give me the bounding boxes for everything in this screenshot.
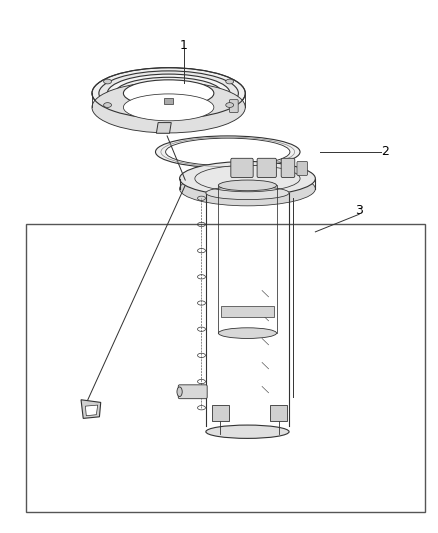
Polygon shape — [85, 405, 98, 416]
FancyBboxPatch shape — [281, 158, 295, 177]
Ellipse shape — [155, 136, 300, 168]
Bar — [164, 98, 173, 104]
FancyBboxPatch shape — [178, 385, 207, 399]
Text: 1: 1 — [180, 39, 188, 52]
Polygon shape — [81, 400, 101, 418]
Ellipse shape — [115, 77, 222, 109]
Ellipse shape — [92, 68, 245, 119]
FancyBboxPatch shape — [257, 158, 276, 177]
FancyBboxPatch shape — [297, 161, 307, 175]
Bar — [26, 224, 425, 512]
Polygon shape — [156, 123, 171, 133]
FancyBboxPatch shape — [212, 405, 229, 421]
FancyBboxPatch shape — [270, 405, 287, 421]
Bar — [221, 306, 274, 317]
Ellipse shape — [99, 71, 238, 116]
Ellipse shape — [218, 180, 277, 191]
Ellipse shape — [107, 74, 230, 112]
Ellipse shape — [166, 138, 290, 166]
Ellipse shape — [104, 103, 112, 108]
Ellipse shape — [124, 94, 214, 121]
Ellipse shape — [92, 82, 245, 133]
Text: 2: 2 — [381, 146, 389, 158]
FancyBboxPatch shape — [230, 100, 238, 112]
Ellipse shape — [206, 425, 289, 438]
Ellipse shape — [226, 103, 233, 108]
Ellipse shape — [177, 387, 182, 397]
Ellipse shape — [124, 80, 214, 107]
Ellipse shape — [104, 79, 112, 84]
Text: 3: 3 — [355, 204, 363, 217]
Ellipse shape — [226, 79, 233, 84]
Ellipse shape — [180, 172, 315, 206]
Ellipse shape — [180, 161, 315, 196]
FancyArrowPatch shape — [167, 136, 185, 180]
Ellipse shape — [218, 328, 277, 338]
Ellipse shape — [206, 186, 289, 200]
FancyBboxPatch shape — [231, 158, 253, 177]
